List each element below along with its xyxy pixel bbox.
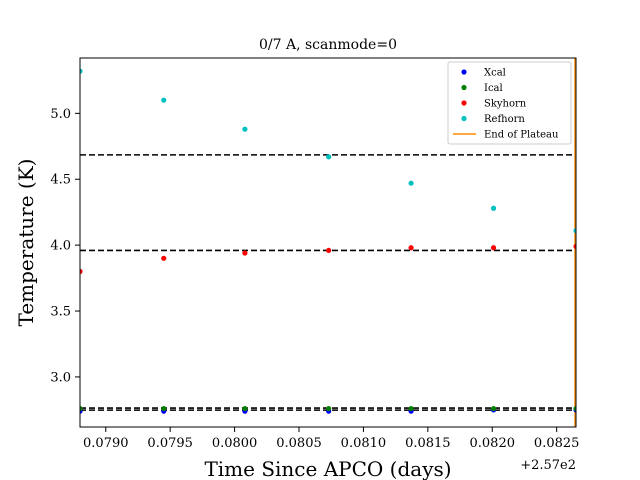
legend-label: Refhorn [484, 114, 525, 125]
point-ical [80, 405, 83, 412]
y-tick-label: 3.0 [50, 370, 71, 385]
point-skyhorn [326, 247, 332, 254]
point-ical [161, 405, 167, 412]
point-refhorn [80, 68, 83, 74]
legend: Xcal Ical Skyhorn Refhorn End of Plateau [447, 61, 572, 145]
x-tick-label: 0.0825 [534, 436, 580, 451]
data-points [80, 68, 576, 414]
point-ical [326, 405, 332, 412]
point-refhorn [490, 205, 497, 211]
point-skyhorn [161, 255, 167, 261]
point-skyhorn [80, 268, 83, 275]
chart-title: 0/7 A, scanmode=0 [259, 37, 397, 53]
y-tick-label: 5.0 [50, 107, 71, 122]
legend-label: Xcal [484, 68, 506, 79]
y-tick-label: 4.5 [50, 173, 71, 188]
plot-frame [79, 57, 577, 428]
reference-lines [80, 154, 576, 411]
point-ical [490, 405, 497, 412]
legend-label: Ical [484, 83, 503, 94]
x-axis-label: Time Since APCO (days) [204, 457, 451, 480]
x-tick-label: 0.0800 [212, 436, 258, 451]
x-tick-label: 0.0810 [341, 436, 387, 451]
point-skyhorn [408, 245, 414, 251]
legend-marker-refhorn [461, 115, 467, 122]
point-ical [573, 405, 576, 412]
y-tick-label: 3.5 [50, 305, 71, 320]
point-skyhorn [242, 250, 248, 256]
legend-box [447, 61, 572, 145]
point-skyhorn [573, 243, 576, 250]
point-refhorn [573, 228, 576, 234]
x-tick-label: 0.0815 [405, 436, 451, 451]
legend-label: End of Plateau [484, 130, 559, 141]
x-tick-label: 0.0820 [470, 436, 516, 451]
y-tick-label: 4.0 [50, 239, 71, 254]
legend-marker-ical [461, 84, 467, 91]
point-refhorn [242, 126, 248, 132]
x-tick-label: 0.0795 [147, 436, 193, 451]
point-refhorn [408, 180, 414, 186]
x-tick-label: 0.0790 [83, 436, 129, 451]
y-ticks: 3.0 3.5 4.0 4.5 5.0 [50, 107, 80, 385]
legend-marker-xcal [461, 69, 467, 75]
point-skyhorn [490, 245, 497, 251]
x-ticks: 0.0790 0.0795 0.0800 0.0805 0.0810 0.0815 0.08… [83, 427, 579, 451]
point-ical [242, 405, 248, 412]
x-offset-label: +2.57e2 [520, 458, 576, 473]
point-ical [408, 405, 414, 412]
legend-marker-skyhorn [461, 100, 467, 106]
y-axis-label: Temperature (K) [14, 159, 38, 327]
point-refhorn [326, 154, 332, 160]
legend-label: Skyhorn [484, 99, 527, 110]
point-refhorn [161, 97, 167, 103]
x-tick-label: 0.0805 [276, 436, 322, 451]
